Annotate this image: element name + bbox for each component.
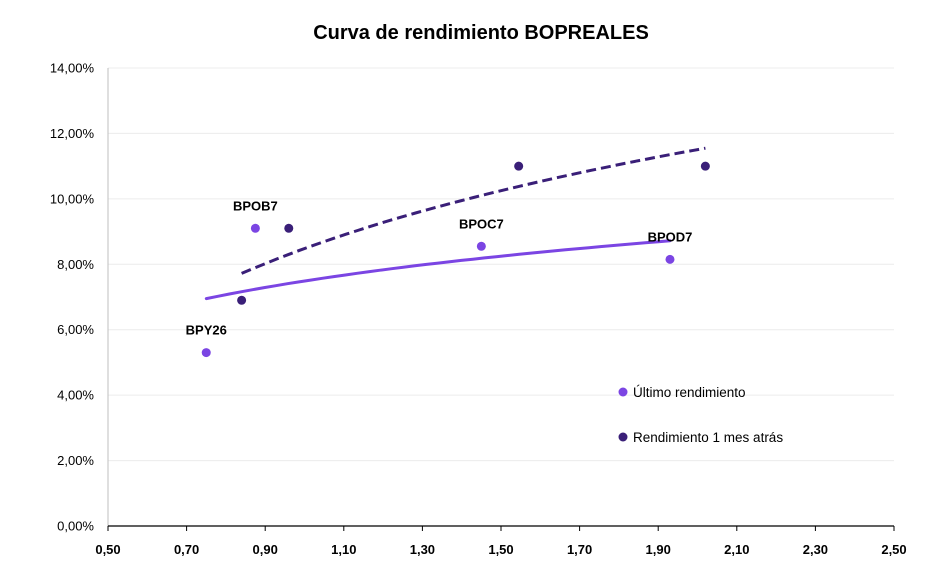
y-tick-label: 0,00%	[57, 519, 94, 534]
point-label: BPY26	[186, 323, 227, 338]
x-tick-label: 0,70	[174, 542, 199, 557]
data-point	[201, 348, 211, 358]
data-point	[665, 254, 675, 264]
trendline-series-1	[204, 239, 672, 301]
x-tick-label: 1,50	[488, 542, 513, 557]
x-tick-label: 1,30	[410, 542, 435, 557]
y-tick-label: 10,00%	[50, 191, 95, 206]
tick-labels: 0,00% 2,00% 4,00% 6,00% 8,00% 10,00% 12,00% 14,…	[50, 61, 907, 558]
legend-label: Último rendimiento	[633, 385, 746, 400]
data-point	[514, 161, 524, 171]
x-tick-label: 1,10	[331, 542, 356, 557]
x-tick-label: 1,70	[567, 542, 592, 557]
data-point	[250, 223, 260, 233]
point-label: BPOC7	[459, 216, 504, 231]
x-tick-label: 0,90	[253, 542, 278, 557]
x-tick-label: 2,50	[881, 542, 906, 557]
chart-title: Curva de rendimiento BOPREALES	[313, 22, 649, 44]
axes	[107, 68, 895, 531]
legend-label: Rendimiento 1 mes atrás	[633, 430, 783, 445]
trendline-series-2	[241, 146, 706, 275]
x-tick-label: 2,30	[803, 542, 828, 557]
point-label: BPOB7	[233, 198, 278, 213]
y-tick-label: 4,00%	[57, 388, 94, 403]
data-point	[284, 223, 294, 233]
point-labels: BPY26 BPOB7 BPOC7 BPOD7	[186, 198, 693, 337]
x-tick-label: 0,50	[95, 542, 120, 557]
grid-lines	[108, 67, 894, 462]
data-point	[237, 295, 247, 305]
legend: Último rendimiento Rendimiento 1 mes atrá…	[618, 385, 783, 445]
y-tick-label: 2,00%	[57, 453, 94, 468]
point-label: BPOD7	[648, 229, 693, 244]
y-tick-label: 12,00%	[50, 126, 95, 141]
y-tick-label: 8,00%	[57, 257, 94, 272]
legend-marker	[618, 432, 628, 442]
trendlines	[204, 146, 706, 301]
data-point	[476, 241, 486, 251]
x-tick-label: 1,90	[646, 542, 671, 557]
y-tick-label: 6,00%	[57, 322, 94, 337]
data-point	[700, 161, 710, 171]
y-tick-label: 14,00%	[50, 61, 95, 76]
legend-marker	[618, 387, 628, 397]
data-points	[201, 161, 710, 358]
x-tick-label: 2,10	[724, 542, 749, 557]
